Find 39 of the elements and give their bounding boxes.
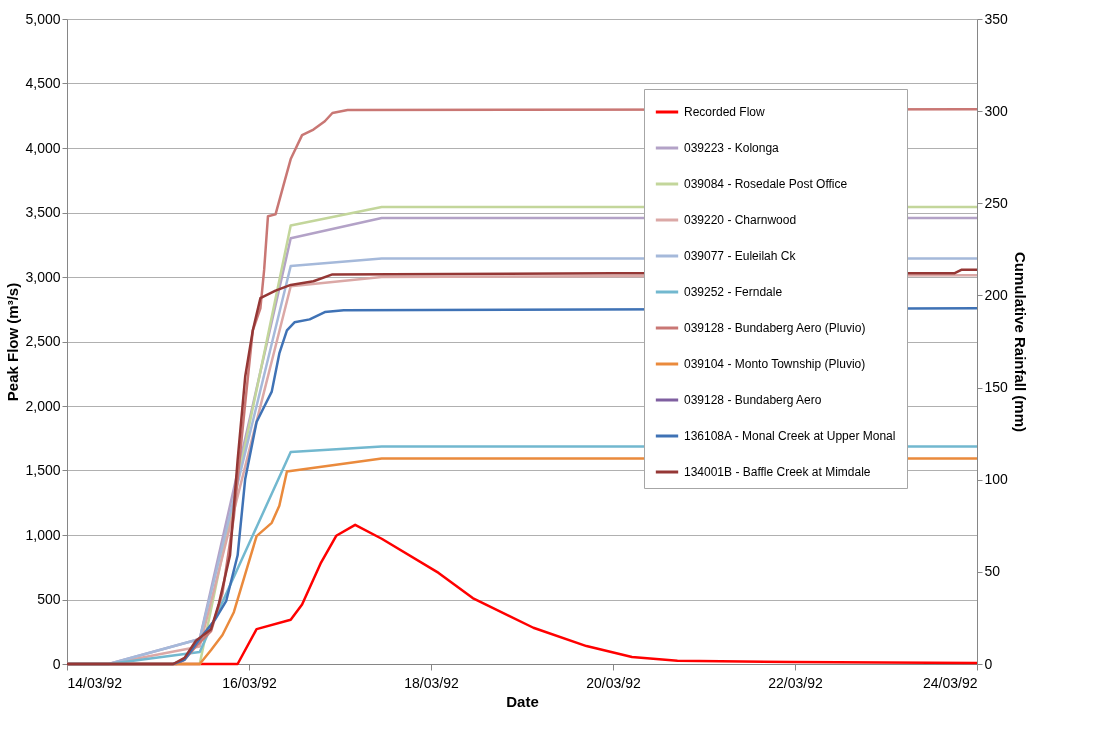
- legend-label: 039128 - Bundaberg Aero (Pluvio): [684, 321, 866, 335]
- y-tick-label: 0: [52, 655, 61, 672]
- y-tick-label: 2,000: [25, 397, 61, 414]
- legend-label: 039220 - Charnwood: [684, 213, 797, 227]
- y-tick-label: 4,000: [25, 139, 61, 156]
- legend-label: 039084 - Rosedale Post Office: [684, 177, 848, 191]
- y-tick-label: 5,000: [25, 10, 61, 27]
- legend-label: 039223 - Kolonga: [684, 141, 780, 155]
- y-tick-label: 1,000: [25, 526, 61, 543]
- y2-tick-label: 300: [984, 102, 1009, 119]
- legend-label: Recorded Flow: [684, 105, 766, 119]
- y-tick-label: 4,500: [25, 75, 61, 91]
- legend-label: 134001B - Baffle Creek at Mimdale: [684, 465, 871, 479]
- y2-tick-label: 200: [984, 286, 1009, 303]
- y2-tick-label: 0: [984, 655, 993, 672]
- legend-label: 039128 - Bundaberg Aero: [684, 393, 822, 407]
- x-tick-label: 14/03/92: [67, 674, 123, 691]
- legend-label: 136108A - Monal Creek at Upper Monal: [684, 429, 896, 443]
- x-tick-label: 18/03/92: [404, 674, 459, 691]
- y-tick-label: 2,500: [25, 333, 61, 349]
- y-axis-title: Peak Flow (m³/s): [4, 282, 22, 402]
- y-tick-label: 500: [37, 591, 61, 607]
- y-tick-label: 1,500: [25, 462, 61, 478]
- x-tick-label: 24/03/92: [923, 674, 978, 691]
- x-tick-label: 22/03/92: [768, 674, 823, 691]
- y-tick-label: 3,500: [25, 204, 61, 220]
- legend-label: 039077 - Euleilah Ck: [684, 249, 797, 263]
- legend-label: 039252 - Ferndale: [684, 285, 783, 299]
- y2-tick-label: 150: [984, 379, 1009, 396]
- y2-tick-label: 100: [984, 471, 1009, 488]
- y2-tick-label: 350: [984, 10, 1009, 27]
- y2-tick-label: 250: [984, 194, 1009, 211]
- y-tick-label: 3,000: [25, 268, 61, 285]
- y2-axis-title: Cumulative Rainfall (mm): [1011, 251, 1029, 433]
- y2-tick-label: 50: [984, 563, 1001, 580]
- x-tick-label: 20/03/92: [586, 674, 641, 691]
- x-tick-label: 16/03/92: [222, 674, 277, 691]
- legend-label: 039104 - Monto Township (Pluvio): [684, 357, 866, 371]
- x-axis-title: Date: [506, 692, 539, 710]
